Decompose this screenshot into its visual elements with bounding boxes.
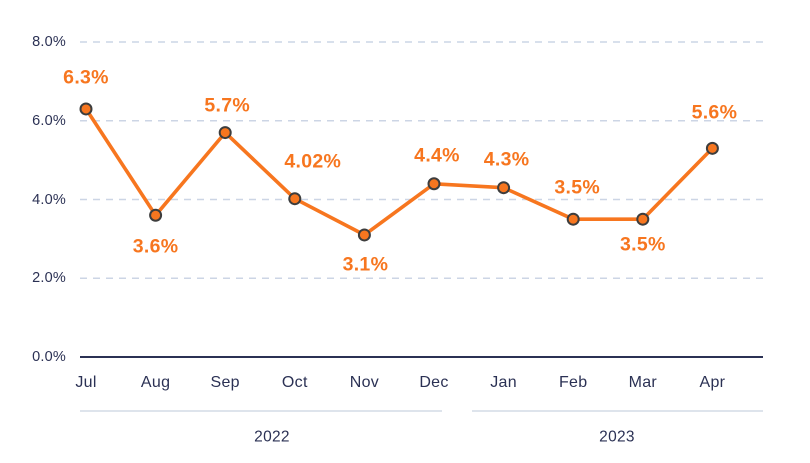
data-point-marker-nov[interactable] <box>357 228 371 242</box>
year-label-2023: 2023 <box>599 428 635 446</box>
x-axis-label-oct: Oct <box>281 374 308 391</box>
data-label-jul: 6.3% <box>63 66 109 89</box>
data-point-marker-sep[interactable] <box>218 126 232 140</box>
x-axis-label-aug: Aug <box>140 374 171 391</box>
y-axis-tick-label: 0.0% <box>32 349 66 365</box>
y-axis-tick-label: 4.0% <box>32 191 66 208</box>
data-label-apr: 5.6% <box>691 101 738 124</box>
x-axis-label-sep: Sep <box>210 374 240 391</box>
data-label-jan: 4.3% <box>483 147 530 170</box>
x-axis-label-jan: Jan <box>490 374 517 391</box>
data-label-nov: 3.1% <box>342 253 389 276</box>
data-point-marker-aug[interactable] <box>149 208 163 222</box>
data-label-oct: 4.02% <box>284 149 342 172</box>
data-label-dec: 4.4% <box>414 144 460 166</box>
x-axis-label-apr: Apr <box>699 374 726 391</box>
y-axis-tick-label: 2.0% <box>32 270 66 287</box>
data-point-marker-oct[interactable] <box>288 192 302 206</box>
year-label-2022: 2022 <box>254 428 290 446</box>
series-line <box>84 107 715 237</box>
data-point-marker-jul[interactable] <box>79 102 93 116</box>
x-axis-label-dec: Dec <box>419 374 449 391</box>
data-label-feb: 3.5% <box>554 176 601 199</box>
data-label-aug: 3.6% <box>132 235 179 258</box>
y-axis-tick-label: 8.0% <box>32 34 66 50</box>
x-axis-label-nov: Nov <box>349 374 380 391</box>
x-axis-label-feb: Feb <box>558 374 588 391</box>
gridlines-group <box>80 41 763 358</box>
line-series-group <box>79 102 719 242</box>
data-point-marker-apr[interactable] <box>705 141 719 155</box>
data-label-mar: 3.5% <box>619 233 666 256</box>
data-label-sep: 5.7% <box>204 93 251 116</box>
x-axis-label-mar: Mar <box>628 374 658 391</box>
y-axis-tick-label: 6.0% <box>32 112 66 129</box>
data-point-marker-jan[interactable] <box>497 181 511 195</box>
data-point-marker-dec[interactable] <box>427 177 441 191</box>
data-point-marker-mar[interactable] <box>636 212 650 226</box>
x-axis-label-jul: Jul <box>75 374 97 391</box>
data-point-marker-feb[interactable] <box>566 212 580 226</box>
